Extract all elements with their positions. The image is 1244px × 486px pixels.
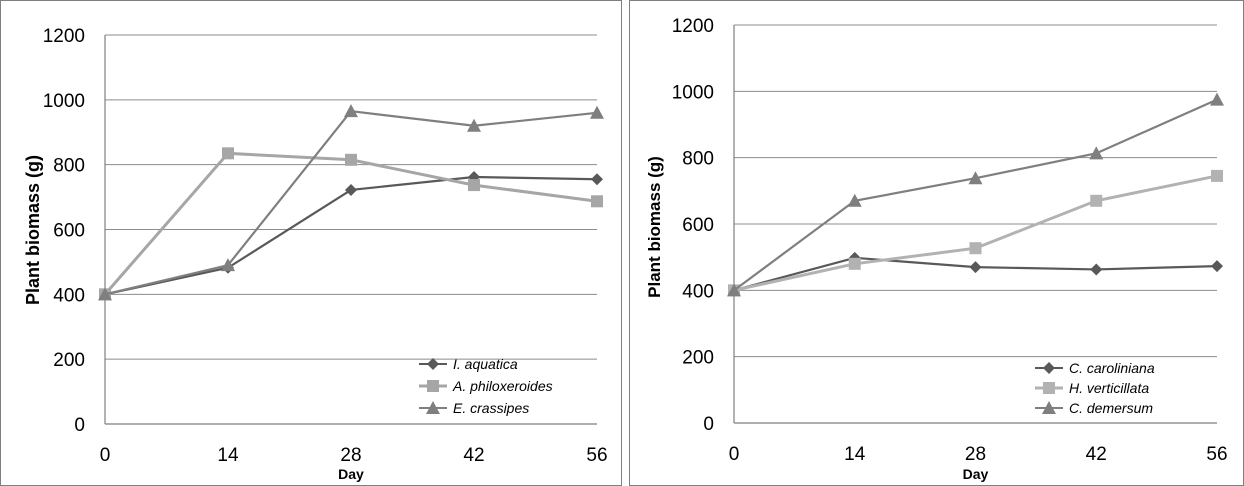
data-point	[590, 105, 604, 119]
data-point	[345, 153, 357, 166]
data-point	[1210, 92, 1224, 106]
series-h-verticillata	[728, 169, 1223, 297]
data-point	[969, 242, 982, 255]
x-tick-label: 56	[1206, 444, 1227, 465]
data-point	[467, 118, 481, 132]
data-point	[468, 179, 480, 192]
series-line	[103, 151, 598, 296]
legend-marker	[427, 380, 439, 392]
biomass-chart-right: 0 200 400 600 800 1000 1200 0 14 28 42 56 Day Plant b…	[645, 16, 1228, 482]
legend-item: H. verticillata	[1035, 380, 1149, 396]
data-point	[847, 193, 862, 207]
legend-item: A. philoxeroides	[419, 378, 553, 394]
chart-panel-left: 0 200 400 600 800 1000 1200 0 14 28 42 56 Day Plant b…	[0, 0, 622, 486]
data-point	[591, 195, 603, 208]
legend: C. caroliniana H. verticillata C. demersum	[1035, 360, 1155, 416]
y-tick-label: 600	[53, 221, 85, 242]
biomass-chart-left: 0 200 400 600 800 1000 1200 0 14 28 42 56 Day Plant b…	[23, 26, 608, 482]
x-tick-label: 14	[217, 445, 239, 466]
gridlines	[105, 34, 597, 360]
y-tick-label: 200	[53, 350, 85, 371]
chart-panel-right: 0 200 400 600 800 1000 1200 0 14 28 42 56 Day Plant b…	[629, 0, 1244, 486]
y-tick-label: 800	[682, 149, 714, 170]
y-tick-label: 1200	[43, 26, 85, 47]
y-tick-label: 600	[682, 215, 714, 236]
gridlines	[734, 24, 1217, 358]
data-point	[222, 147, 234, 160]
data-point	[727, 283, 741, 297]
x-tick-label: 56	[586, 445, 607, 466]
y-tick-label: 400	[682, 281, 714, 302]
data-point	[591, 173, 603, 186]
data-point	[1089, 146, 1104, 160]
y-tick-label: 800	[53, 156, 85, 177]
series-e-crassipes	[98, 104, 604, 301]
legend-marker	[1043, 362, 1055, 374]
series-c-caroliniana	[728, 251, 1223, 297]
legend-label: A. philoxeroides	[452, 378, 553, 394]
legend-label: C. demersum	[1069, 400, 1153, 416]
y-tick-label: 1200	[672, 16, 714, 37]
series-line	[733, 174, 1218, 292]
legend-label: E. crassipes	[453, 400, 529, 416]
y-tick-label: 0	[703, 414, 714, 435]
legend: I. aquatica A. philoxeroides E. crassipes	[419, 356, 553, 416]
legend-label: I. aquatica	[453, 356, 518, 372]
series-i-aquatica	[99, 170, 603, 301]
x-axis-title: Day	[963, 466, 989, 482]
data-point	[345, 183, 357, 196]
legend-marker	[1043, 382, 1055, 394]
x-tick-label: 42	[463, 445, 484, 466]
x-tick-label: 42	[1086, 444, 1107, 465]
y-axis-title: Plant biomass (g)	[23, 155, 43, 305]
data-point	[1211, 260, 1223, 273]
y-axis-title: Plant biomass (g)	[645, 156, 664, 298]
legend-item: C. demersum	[1035, 400, 1153, 416]
data-point	[968, 171, 983, 185]
legend-item: I. aquatica	[419, 356, 518, 372]
data-point	[344, 104, 358, 118]
y-tick-label: 0	[74, 415, 85, 436]
y-tick-label: 1000	[672, 82, 714, 103]
data-point	[98, 287, 112, 301]
data-point	[969, 261, 982, 274]
x-tick-label: 0	[100, 445, 111, 466]
x-tick-label: 0	[729, 444, 740, 465]
y-tick-label: 400	[53, 285, 85, 306]
legend-item: E. crassipes	[419, 400, 529, 416]
y-tick-label: 1000	[43, 91, 85, 112]
x-axis-title: Day	[338, 466, 364, 482]
legend-marker	[426, 401, 440, 414]
data-point	[1090, 194, 1103, 207]
data-point	[1211, 169, 1223, 182]
legend-label: C. caroliniana	[1069, 360, 1155, 376]
x-tick-label: 14	[844, 444, 866, 465]
data-point	[1090, 263, 1103, 276]
x-tick-label: 28	[965, 444, 986, 465]
legend-item: C. caroliniana	[1035, 360, 1155, 376]
x-tick-label: 28	[340, 445, 361, 466]
series-line	[104, 110, 598, 296]
y-tick-label: 200	[682, 348, 714, 369]
data-point	[848, 257, 861, 270]
series-c-demersum	[727, 92, 1224, 297]
legend-marker	[1042, 401, 1056, 414]
legend-marker	[427, 358, 439, 370]
data-point	[221, 258, 235, 272]
legend-label: H. verticillata	[1069, 380, 1149, 396]
